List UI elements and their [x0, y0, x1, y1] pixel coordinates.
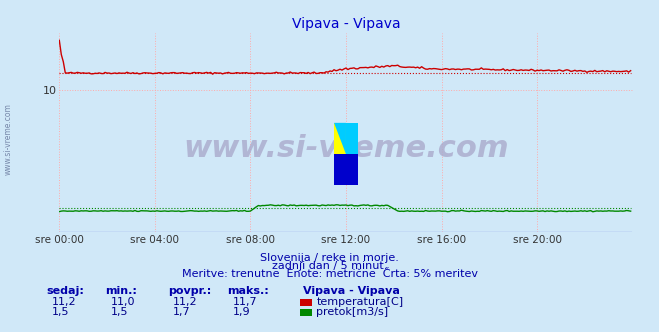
Text: 11,2: 11,2	[173, 297, 198, 307]
Title: Vipava - Vipava: Vipava - Vipava	[292, 17, 400, 31]
Text: Meritve: trenutne  Enote: metrične  Črta: 5% meritev: Meritve: trenutne Enote: metrične Črta: …	[181, 269, 478, 279]
Text: povpr.:: povpr.:	[168, 286, 212, 296]
Text: min.:: min.:	[105, 286, 137, 296]
Bar	[334, 123, 346, 154]
Polygon shape	[334, 123, 346, 154]
Text: Vipava - Vipava: Vipava - Vipava	[303, 286, 400, 296]
Text: maks.:: maks.:	[227, 286, 269, 296]
Text: 11,2: 11,2	[51, 297, 76, 307]
Text: 1,5: 1,5	[111, 307, 129, 317]
Text: Slovenija / reke in morje.: Slovenija / reke in morje.	[260, 253, 399, 263]
Text: 1,9: 1,9	[233, 307, 250, 317]
Text: zadnji dan / 5 minut.: zadnji dan / 5 minut.	[272, 261, 387, 271]
Text: 11,0: 11,0	[111, 297, 135, 307]
Text: 1,7: 1,7	[173, 307, 191, 317]
Text: www.si-vreme.com: www.si-vreme.com	[183, 134, 509, 163]
Text: www.si-vreme.com: www.si-vreme.com	[3, 104, 13, 175]
Text: pretok[m3/s]: pretok[m3/s]	[316, 307, 388, 317]
Text: 11,7: 11,7	[233, 297, 257, 307]
Text: sedaj:: sedaj:	[46, 286, 84, 296]
Text: 1,5: 1,5	[51, 307, 69, 317]
Bar	[334, 154, 358, 186]
Text: temperatura[C]: temperatura[C]	[316, 297, 403, 307]
Bar	[346, 123, 358, 154]
